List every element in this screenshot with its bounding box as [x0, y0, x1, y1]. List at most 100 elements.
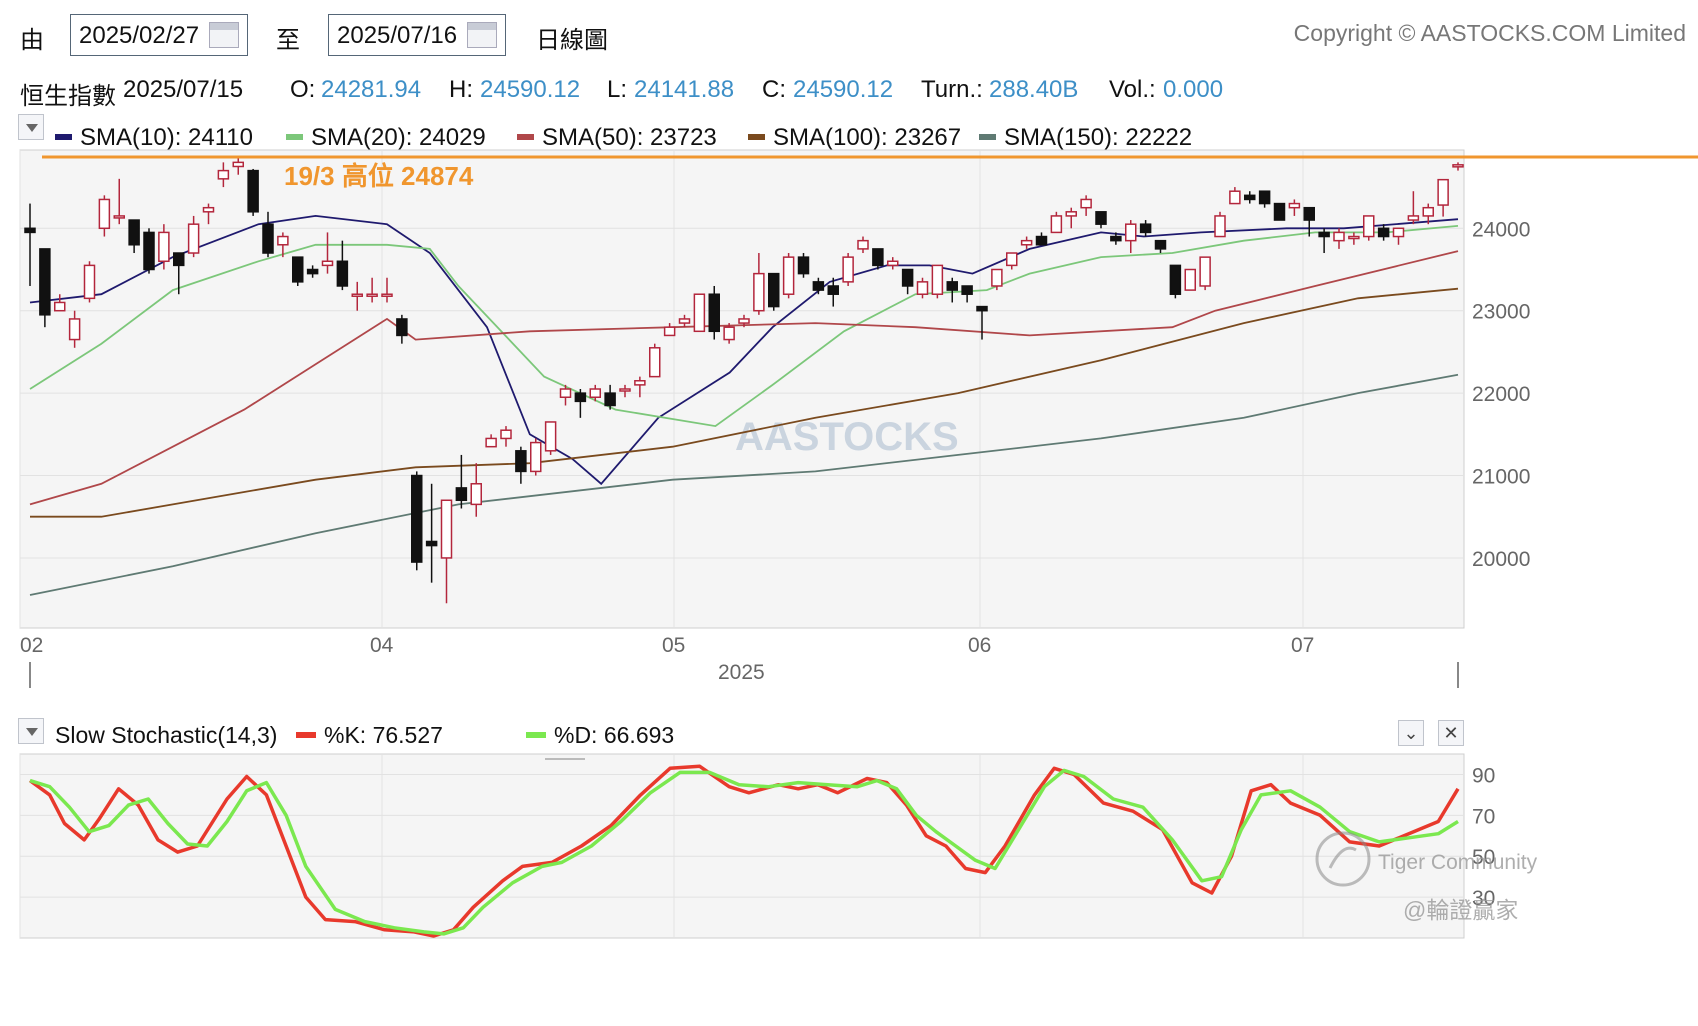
- candle-body: [1377, 227, 1390, 238]
- low-value: 24141.88: [634, 76, 735, 103]
- volume-value: 0.000: [1163, 76, 1224, 103]
- candle-body: [753, 272, 765, 312]
- sma100-label: SMA(100): 23267: [773, 124, 962, 151]
- candle-body: [619, 388, 631, 392]
- y-tick-label: 20000: [1472, 548, 1530, 571]
- candle-body: [1154, 239, 1167, 250]
- candle-body: [321, 260, 334, 267]
- candle-body: [991, 268, 1003, 287]
- calendar-icon[interactable]: [467, 22, 497, 48]
- candle-body: [217, 169, 230, 180]
- candle-body: [336, 260, 349, 287]
- sma150-legend: SMA(150): 22222: [979, 124, 1192, 152]
- collapse-button[interactable]: ⌄: [1398, 720, 1424, 746]
- candle-body: [39, 248, 51, 316]
- sma50-swatch: [517, 133, 534, 140]
- d-line: [29, 768, 1459, 936]
- candle-body: [1110, 235, 1122, 242]
- from-label: 由: [20, 27, 44, 54]
- candle-body: [708, 293, 720, 333]
- candle-body: [1229, 190, 1241, 205]
- sma100-legend: SMA(100): 23267: [748, 124, 961, 152]
- candle-body: [1303, 206, 1315, 221]
- tiger-logo-icon: [1315, 831, 1371, 887]
- candle-body: [574, 392, 587, 403]
- candle-body: [1363, 215, 1375, 238]
- candle-body: [678, 318, 691, 324]
- candle-body: [693, 293, 706, 333]
- candle-body: [768, 272, 780, 308]
- k-line: [28, 764, 1460, 938]
- candle-body: [440, 499, 453, 559]
- candle-body: [351, 293, 363, 297]
- low-label: L:: [607, 76, 628, 103]
- candle-body: [1348, 235, 1360, 240]
- candle-body: [158, 231, 170, 263]
- candle-body: [812, 281, 825, 291]
- d-legend: %D: 66.693: [526, 722, 674, 749]
- candle-body: [1437, 178, 1449, 206]
- sma10-legend: SMA(10): 24110: [55, 124, 253, 152]
- turnover-value: 288.40B: [989, 76, 1079, 103]
- candle-body: [916, 281, 929, 295]
- candle-body: [530, 441, 542, 473]
- candle-body: [366, 293, 378, 297]
- candle-body: [634, 380, 646, 386]
- candle-body: [589, 388, 601, 398]
- tiger-logo: [1315, 831, 1371, 887]
- chart-type-label[interactable]: 日線圖: [536, 27, 608, 54]
- sma-line: [30, 287, 1459, 518]
- stoch-dropdown[interactable]: [18, 718, 44, 744]
- candle-body: [946, 281, 958, 291]
- indicator-dropdown[interactable]: [18, 114, 44, 140]
- stoch-y-tick-label: 50: [1472, 846, 1495, 869]
- candle-body: [1169, 264, 1182, 295]
- y-tick-label: 24000: [1472, 218, 1530, 241]
- close-button[interactable]: ✕: [1438, 720, 1464, 746]
- price-chart[interactable]: AASTOCKS 20000 21000 22000 23000 24000 02 04 0…: [0, 140, 1698, 700]
- candle-body: [604, 392, 616, 407]
- close-value: 24590.12: [793, 76, 894, 103]
- stoch-y-tick-label: 30: [1472, 887, 1495, 910]
- sma10-swatch: [55, 133, 72, 140]
- to-date-input[interactable]: 2025/07/16: [328, 14, 506, 56]
- plot-area: [19, 149, 1465, 629]
- candle-body: [1184, 268, 1196, 291]
- candle-body: [425, 540, 438, 547]
- candle-body: [262, 223, 274, 254]
- candle-body: [663, 326, 676, 337]
- sma-line: [29, 250, 1459, 506]
- x-tick-label: 07: [1291, 634, 1314, 657]
- sma10-label: SMA(10): 24110: [80, 124, 253, 151]
- from-date-value: 2025/02/27: [79, 22, 200, 49]
- sma150-swatch: [979, 133, 996, 140]
- candle-body: [83, 264, 96, 300]
- turnover-label: Turn.:: [921, 76, 983, 103]
- candle-body: [976, 305, 988, 312]
- candle-body: [455, 487, 468, 502]
- candle-body: [113, 215, 125, 219]
- sma-line: [29, 214, 1459, 486]
- candle-body: [1288, 202, 1301, 209]
- candle-body: [54, 301, 66, 312]
- candle-body: [24, 227, 36, 234]
- y-tick-label: 22000: [1472, 383, 1530, 406]
- candle-body: [277, 235, 289, 246]
- from-date-input[interactable]: 2025/02/27: [70, 14, 248, 56]
- sma20-label: SMA(20): 24029: [311, 124, 486, 151]
- candle-body: [396, 318, 408, 337]
- candle-body: [1422, 206, 1434, 217]
- candle-body: [1065, 211, 1077, 217]
- candle-body: [381, 293, 393, 297]
- candle-body: [1318, 231, 1330, 238]
- y-tick-label: 21000: [1472, 466, 1530, 489]
- candle-body: [1452, 164, 1464, 168]
- candle-body: [1080, 198, 1092, 209]
- candle-body: [887, 260, 899, 267]
- calendar-icon[interactable]: [209, 22, 239, 48]
- x-tick-label: 04: [370, 634, 394, 657]
- x-tick-label: 05: [662, 634, 685, 657]
- candle-body: [723, 326, 735, 341]
- sma20-legend: SMA(20): 24029: [286, 124, 486, 152]
- stochastic-chart[interactable]: 30 50 70 90 Tiger Community @輪證贏家: [0, 750, 1698, 1020]
